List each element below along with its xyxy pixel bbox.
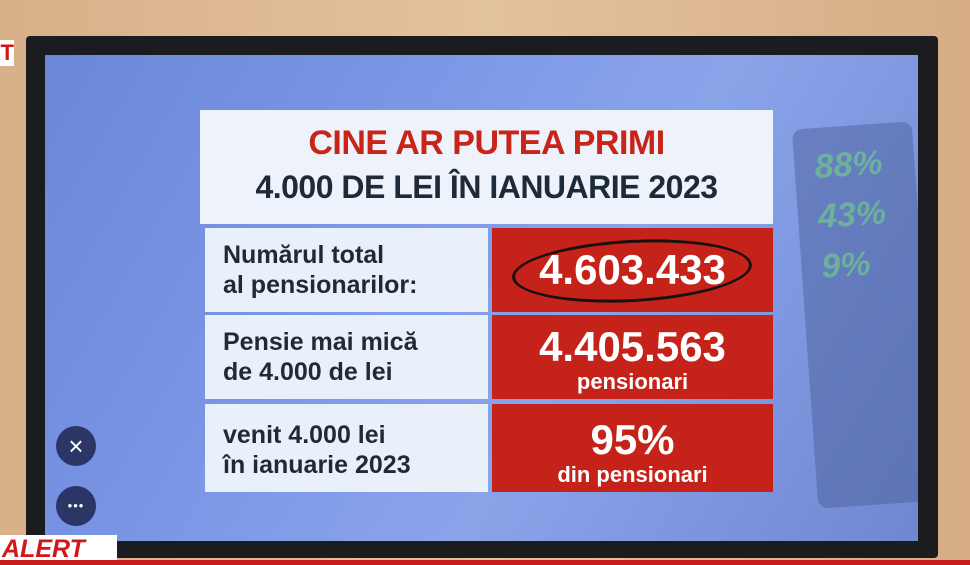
row-label: Numărul total al pensionarilor: [205,228,488,312]
row-value: 95% [590,416,675,463]
label-line: în ianuarie 2023 [223,451,411,479]
background-percent: 9% [820,244,872,286]
row-income-4000: venit 4.000 lei în ianuarie 2023 95% din … [200,404,773,492]
row-value: 4.405.563 [539,323,726,370]
label-line: venit 4.000 lei [223,421,386,449]
more-options-button[interactable]: ••• [56,486,96,526]
alert-ticker-label: ALERT [0,535,117,563]
label-line: Numărul total [223,241,385,269]
hand-drawn-circle [510,233,754,309]
label-line: de 4.000 de lei [223,358,393,386]
close-button[interactable]: × [56,426,96,466]
row-value: 4.603.433 [539,246,726,293]
channel-corner-tag: T [0,40,14,66]
row-value-cell: 4.603.433 [492,228,773,312]
more-icon: ••• [67,498,85,513]
infographic-title: CINE AR PUTEA PRIMI 4.000 DE LEI ÎN IANU… [200,110,773,224]
row-pension-below-4000: Pensie mai mică de 4.000 de lei 4.405.563… [200,315,773,399]
background-calculator: 88% 43% 9% [791,121,918,509]
row-total-pensioners: Numărul total al pensionarilor: 4.603.433 [200,228,773,312]
title-line-2: 4.000 DE LEI ÎN IANUARIE 2023 [255,169,718,205]
ticker-strip [0,560,970,565]
row-sub: pensionari [576,369,689,394]
close-icon: × [68,431,84,461]
row-label: Pensie mai mică de 4.000 de lei [205,315,488,399]
row-value-cell: 4.405.563 pensionari [492,315,773,399]
label-line: Pensie mai mică [223,328,418,356]
row-sub: din pensionari [557,462,708,487]
background-percent: 88% [813,143,884,187]
row-label: venit 4.000 lei în ianuarie 2023 [205,404,488,492]
title-line-1: CINE AR PUTEA PRIMI [308,124,665,162]
row-value-cell: 95% din pensionari [492,404,773,492]
background-percent: 43% [816,193,888,236]
label-line: al pensionarilor: [223,271,418,299]
